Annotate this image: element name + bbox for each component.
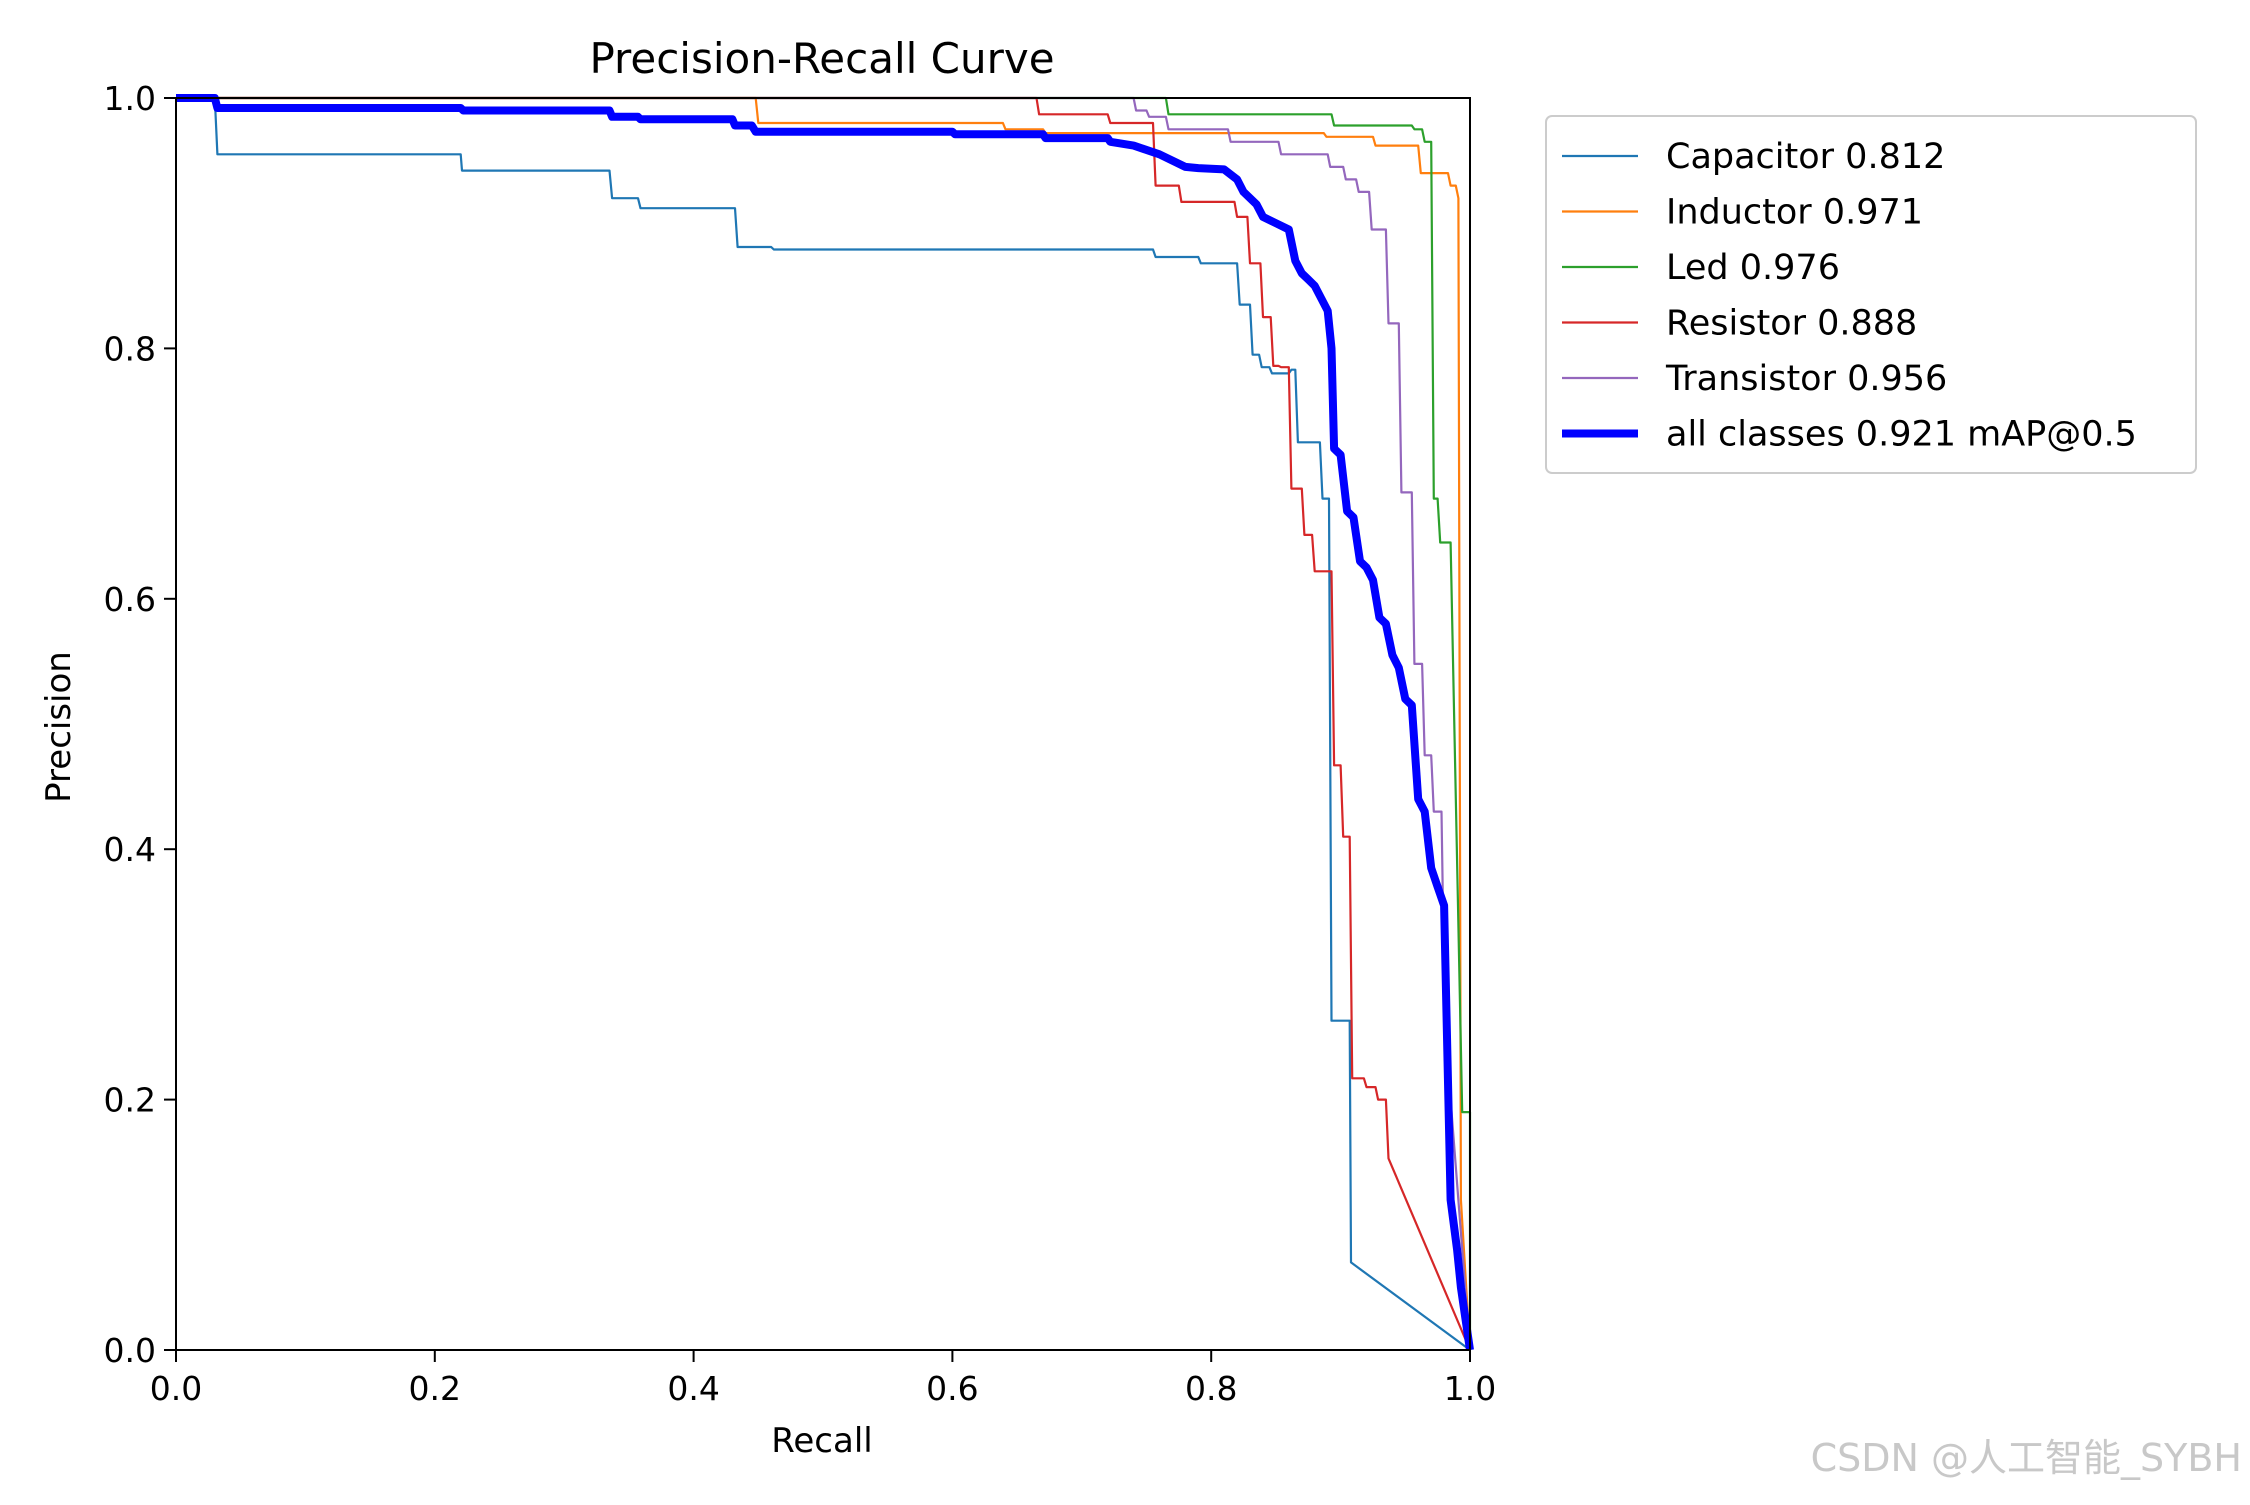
series-line-3	[176, 96, 1472, 1350]
x-tick-label: 0.6	[926, 1369, 978, 1408]
watermark-text: CSDN @人工智能_SYBH	[1810, 1436, 2242, 1480]
legend-label-5: Transistor 0.956	[1665, 359, 1947, 399]
series-line-5	[176, 96, 1472, 1351]
axes: 0.0 0.2 0.4 0.6 0.8 1.0 0.0 0.2 0.4 0.6 0.8 1.0	[104, 79, 1497, 1408]
series-line-4	[176, 96, 1472, 1351]
y-tick-label: 0.0	[104, 1331, 156, 1370]
x-tick-label: 0.2	[409, 1369, 461, 1408]
series-line-1	[176, 96, 1471, 1351]
x-tick-label: 1.0	[1444, 1369, 1496, 1408]
series-line-2	[176, 96, 1472, 1351]
x-axis-label: Recall	[771, 1421, 872, 1461]
legend: Capacitor 0.812 Inductor 0.971 Led 0.976 Re…	[1545, 115, 2197, 474]
x-tick-label: 0.0	[150, 1369, 202, 1408]
x-tick-label: 0.4	[667, 1369, 719, 1408]
series-line-6	[176, 94, 1474, 1351]
y-tick-label: 0.8	[104, 329, 156, 368]
x-tick-label: 0.8	[1185, 1369, 1237, 1408]
legend-label-3: Led 0.976	[1666, 248, 1840, 288]
y-tick-label: 1.0	[104, 79, 156, 118]
chart-title: Precision-Recall Curve	[589, 34, 1054, 83]
legend-label-6: all classes 0.921 mAP@0.5	[1666, 415, 2137, 455]
legend-label-4: Resistor 0.888	[1666, 304, 1917, 344]
y-tick-label: 0.6	[104, 580, 156, 619]
plot-frame	[175, 97, 1471, 1351]
y-axis-label: Precision	[39, 651, 79, 803]
y-tick-label: 0.4	[104, 830, 156, 869]
legend-box	[1545, 115, 2197, 474]
legend-label-1: Capacitor 0.812	[1666, 137, 1945, 177]
plot-area	[176, 94, 1474, 1351]
legend-label-2: Inductor 0.971	[1666, 193, 1923, 233]
y-tick-label: 0.2	[104, 1081, 156, 1120]
